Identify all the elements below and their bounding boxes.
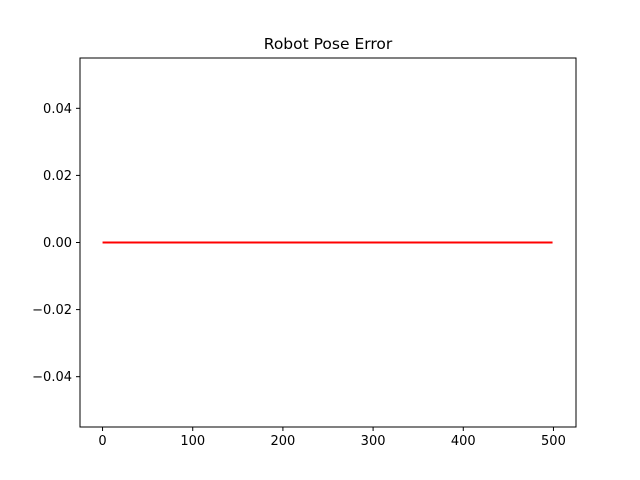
x-tick-label: 100 [180,434,205,449]
x-axis: 0 100 200 300 400 500 [98,427,566,449]
x-tick-label: 400 [451,434,476,449]
y-axis: −0.04 −0.02 0.00 0.02 0.04 [32,102,80,385]
x-tick-label: 300 [361,434,386,449]
y-tick-label: −0.04 [32,370,72,385]
y-tick-label: 0.02 [43,169,72,184]
x-tick-label: 200 [270,434,295,449]
x-tick-label: 500 [541,434,566,449]
chart-title: Robot Pose Error [264,35,393,53]
y-tick-label: 0.00 [43,236,72,251]
x-tick-label: 0 [98,434,106,449]
y-tick-label: 0.04 [43,102,72,117]
y-tick-label: −0.02 [32,303,72,318]
